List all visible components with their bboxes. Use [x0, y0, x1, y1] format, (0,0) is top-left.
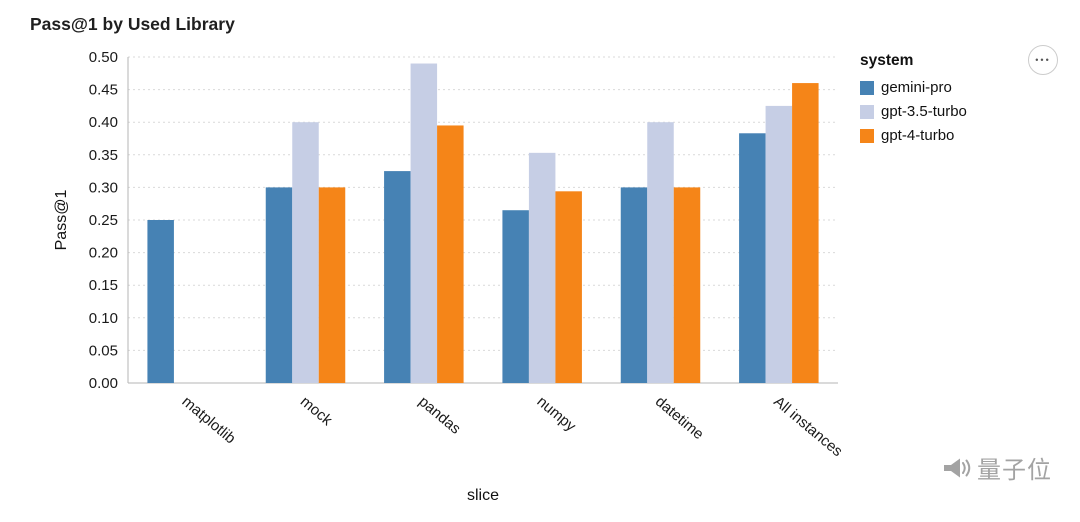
svg-text:numpy: numpy	[534, 393, 580, 435]
svg-text:pandas: pandas	[415, 393, 464, 438]
watermark-text: 量子位	[977, 457, 1052, 484]
watermark: 量子位	[941, 450, 1052, 485]
svg-text:0.25: 0.25	[89, 212, 118, 229]
chart-title: Pass@1 by Used Library	[30, 14, 235, 34]
svg-text:0.50: 0.50	[89, 49, 118, 66]
legend-label: gpt-4-turbo	[881, 127, 955, 144]
svg-text:0.30: 0.30	[89, 179, 118, 196]
svg-text:datetime: datetime	[652, 393, 707, 443]
legend-label: gemini-pro	[881, 79, 952, 96]
svg-text:All instances: All instances	[770, 393, 845, 460]
svg-text:0.45: 0.45	[89, 82, 118, 99]
svg-text:matplotlib: matplotlib	[179, 393, 239, 447]
legend-swatch	[860, 128, 874, 143]
x-axis-title: slice	[466, 487, 500, 504]
svg-text:0.20: 0.20	[89, 245, 118, 262]
legend-item-gpt-3-5-turbo[interactable]: gpt-3.5-turbo	[860, 103, 967, 120]
svg-text:0.15: 0.15	[89, 277, 118, 294]
svg-text:0.00: 0.00	[89, 375, 118, 392]
legend-swatch	[860, 104, 874, 119]
bar-chart: 0.00 0.05 0.10 0.15 0.20 0.25 0.30 0.35 0.40 0.45…	[89, 49, 846, 460]
legend: system gemini-pro gpt-3.5-turbo gpt-4-tu…	[860, 52, 967, 151]
svg-text:0.35: 0.35	[89, 147, 118, 164]
megaphone-icon	[944, 458, 971, 477]
legend-item-gpt-4-turbo[interactable]: gpt-4-turbo	[860, 127, 967, 144]
legend-title: system	[860, 52, 914, 69]
chart-actions-menu-button[interactable]: •••	[1028, 45, 1058, 75]
ellipsis-icon: •••	[1035, 54, 1051, 65]
svg-text:0.10: 0.10	[89, 310, 118, 327]
svg-text:0.05: 0.05	[89, 342, 118, 359]
svg-text:mock: mock	[297, 393, 336, 429]
legend-swatch	[860, 80, 874, 95]
legend-label: gpt-3.5-turbo	[881, 103, 967, 120]
legend-item-gemini-pro[interactable]: gemini-pro	[860, 79, 967, 96]
svg-text:0.40: 0.40	[89, 114, 118, 131]
y-axis-title: Pass@1	[53, 189, 70, 251]
